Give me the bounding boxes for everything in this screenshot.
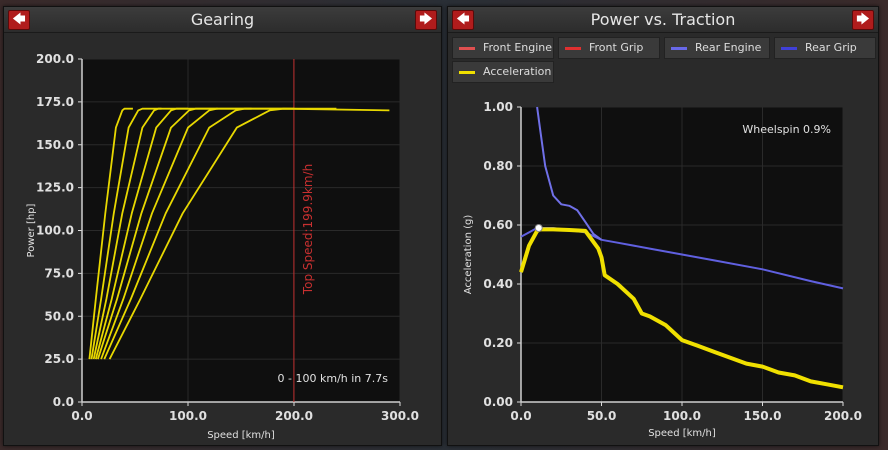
arrow-left-icon[interactable]: 🡄 — [8, 10, 30, 30]
legend-label: Front Engine — [483, 41, 553, 54]
y-tick-label: 25.0 — [44, 352, 74, 366]
gearing-title: Gearing — [4, 7, 441, 33]
gear-3-line — [92, 107, 188, 360]
y-tick-label: 175.0 — [36, 95, 74, 109]
x-tick-label: 100.0 — [663, 409, 701, 423]
gear-5-line — [97, 107, 252, 360]
y-axis-label: Acceleration (g) — [463, 215, 474, 295]
legend-item-rear-grip[interactable]: Rear Grip — [774, 37, 876, 59]
legend-swatch — [459, 47, 475, 50]
y-tick-label: 75.0 — [44, 266, 74, 280]
peak-marker — [534, 223, 543, 232]
y-tick-label: 1.00 — [483, 100, 513, 114]
gear-1-line — [88, 107, 133, 360]
arrow-left-icon[interactable]: 🡄 — [452, 10, 474, 30]
arrow-right-icon[interactable]: 🡆 — [415, 10, 437, 30]
arrow-right-icon[interactable]: 🡆 — [852, 10, 874, 30]
legend-label: Rear Grip — [805, 41, 857, 54]
top-speed-label: Top Speed:199.9km/h — [301, 164, 315, 295]
y-tick-label: 0.20 — [483, 336, 513, 350]
x-tick-label: 300.0 — [381, 409, 419, 423]
x-tick-label: 0.0 — [71, 409, 92, 423]
legend-label: Acceleration — [483, 65, 552, 78]
power-traction-chart: 0.00 0.20 0.40 0.60 0.80 1.00 0.0 50.0 100.0 150.… — [463, 100, 862, 439]
acceleration-time-label: 0 - 100 km/h in 7.7s — [278, 372, 389, 385]
y-tick-label: 0.60 — [483, 218, 513, 232]
gear-8-line — [108, 107, 390, 360]
legend-item-rear-engine[interactable]: Rear Engine — [664, 37, 770, 59]
legend-swatch — [781, 47, 797, 50]
y-tick-label: 0.40 — [483, 277, 513, 291]
legend-item-front-engine[interactable]: Front Engine — [452, 37, 554, 59]
y-tick-label: 100.0 — [36, 224, 74, 238]
rear-engine-line — [536, 106, 603, 241]
y-tick-label: 200.0 — [36, 52, 74, 66]
x-tick-label: 200.0 — [824, 409, 862, 423]
acceleration-line — [519, 227, 844, 390]
x-tick-label: 150.0 — [744, 409, 782, 423]
legend-item-acceleration[interactable]: Acceleration — [452, 61, 554, 83]
power-traction-title: Power vs. Traction — [448, 7, 878, 33]
power-traction-panel: Power vs. Traction 🡄 🡆 Front Engine Front… — [447, 6, 879, 446]
x-tick-label: 100.0 — [169, 409, 207, 423]
legend-label: Front Grip — [589, 41, 644, 54]
x-tick-label: 0.0 — [510, 409, 531, 423]
x-axis-label: Speed [km/h] — [207, 430, 275, 441]
wheelspin-label: Wheelspin 0.9% — [742, 123, 831, 136]
y-axis-label: Power [hp] — [26, 203, 37, 257]
y-tick-label: 125.0 — [36, 181, 74, 195]
legend-swatch — [459, 71, 475, 74]
y-tick-label: 50.0 — [44, 309, 74, 323]
gearing-chart: 0.0 25.0 50.0 75.0 100.0 125.0 150.0 175.0 200.0… — [26, 52, 419, 441]
legend-label: Rear Engine — [695, 41, 762, 54]
y-tick-label: 0.0 — [53, 395, 74, 409]
gearing-panel: Gearing 🡄 🡆 0.0 25.0 50.0 75.0 100.0 125.0 150… — [3, 6, 442, 446]
gear-4-line — [94, 107, 218, 360]
y-tick-label: 0.00 — [483, 395, 513, 409]
legend-item-front-grip[interactable]: Front Grip — [558, 37, 660, 59]
gear-6-line — [100, 107, 294, 360]
legend-swatch — [671, 47, 687, 50]
x-axis-label: Speed [km/h] — [648, 428, 716, 439]
x-tick-label: 50.0 — [587, 409, 617, 423]
gear-2-line — [90, 107, 162, 360]
x-tick-label: 200.0 — [275, 409, 313, 423]
legend-swatch — [565, 47, 581, 50]
y-tick-label: 0.80 — [483, 159, 513, 173]
gear-7-line — [103, 107, 337, 360]
y-tick-label: 150.0 — [36, 138, 74, 152]
